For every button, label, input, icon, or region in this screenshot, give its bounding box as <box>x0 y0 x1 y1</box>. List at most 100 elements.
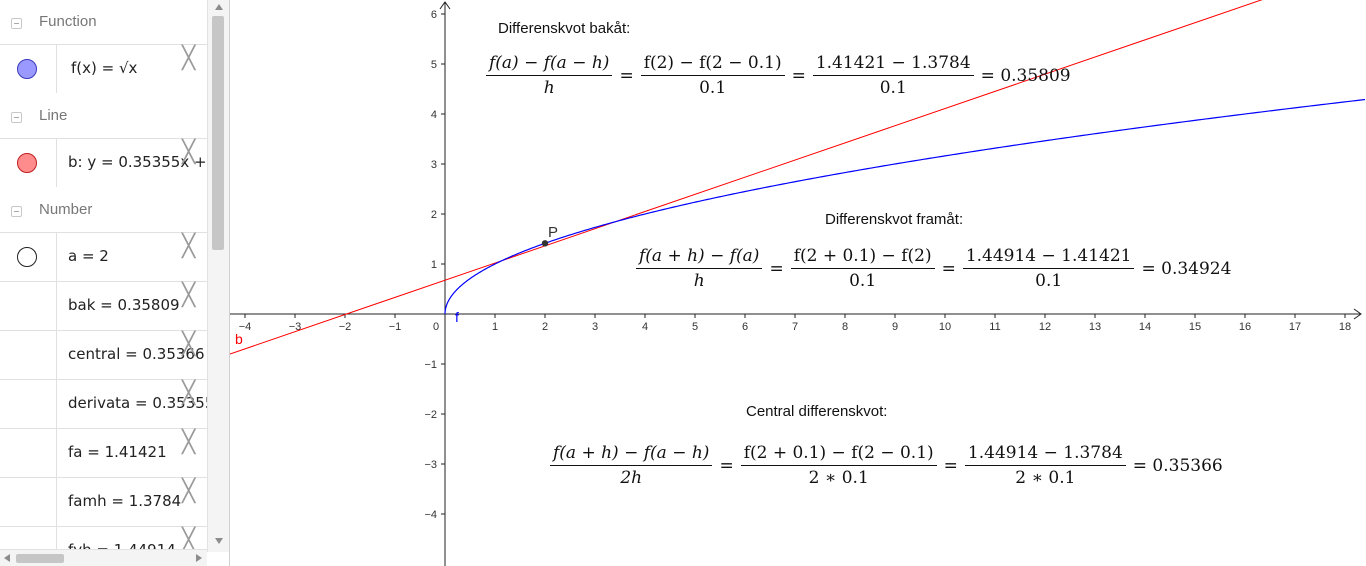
algebra-item-famh[interactable]: famh = 1.3784 ╳ <box>0 477 207 526</box>
x-axis-ticks: −4 −3 −2 −1 0 1 2 3 4 5 6 7 8 9 10 11 12 13 14 15 16 17 18 <box>239 314 1351 333</box>
point-p-label: P <box>548 224 558 241</box>
heading-central: Central differenskvot: <box>746 403 888 420</box>
delete-icon[interactable]: ╳ <box>182 283 196 308</box>
visibility-marble-icon[interactable] <box>17 153 37 173</box>
section-title: Function <box>39 13 97 30</box>
function-curve-f[interactable] <box>444 98 1366 314</box>
numerator: f(a + h) − f(a) <box>636 246 763 269</box>
collapse-icon[interactable] <box>11 18 22 29</box>
section-header-number[interactable]: Number <box>0 188 207 234</box>
y-axis-arrow-icon <box>439 1 451 10</box>
algebra-expression[interactable]: f(x) = √x <box>71 59 138 77</box>
y-tick-label: 6 <box>431 9 437 21</box>
fraction: f(2 + 0.1) − f(2) 0.1 <box>790 246 935 291</box>
y-tick-label: 2 <box>431 209 437 221</box>
algebra-expression[interactable]: derivata = 0.35355 <box>68 394 215 412</box>
marble-cell <box>0 45 57 93</box>
scroll-left-icon[interactable] <box>4 554 10 562</box>
delete-icon[interactable]: ╳ <box>182 528 196 553</box>
collapse-icon[interactable] <box>11 112 22 123</box>
algebra-expression[interactable]: fa = 1.41421 <box>68 443 167 461</box>
fraction: f(a + h) − f(a − h) 2h <box>550 443 713 488</box>
y-tick-label: −1 <box>424 359 437 371</box>
point-p[interactable] <box>541 240 549 247</box>
heading-forward: Differenskvot framåt: <box>825 211 964 228</box>
fraction: 1.44914 − 1.41421 0.1 <box>962 246 1135 291</box>
algebra-expression[interactable]: bak = 0.35809 <box>68 296 180 314</box>
denominator: 0.1 <box>879 78 907 98</box>
algebra-item-fa[interactable]: fa = 1.41421 ╳ <box>0 428 207 477</box>
delete-icon[interactable]: ╳ <box>182 332 196 357</box>
result-value: = 0.35809 <box>980 65 1071 86</box>
delete-icon[interactable]: ╳ <box>182 46 196 71</box>
visibility-marble-icon[interactable] <box>17 59 37 79</box>
algebra-item-bak[interactable]: bak = 0.35809 ╳ <box>0 281 207 330</box>
scroll-right-icon[interactable] <box>196 554 202 562</box>
equals-sign: = <box>719 455 734 476</box>
algebra-expression[interactable]: a = 2 <box>68 247 109 265</box>
denominator: 0.1 <box>699 78 727 98</box>
marble-cell <box>0 380 57 428</box>
algebra-item-a[interactable]: a = 2 ╳ <box>0 232 207 281</box>
scroll-thumb[interactable] <box>16 554 64 563</box>
y-tick-label: −2 <box>424 409 437 421</box>
formula-backward: f(a) − f(a − h) h = f(2) − f(2 − 0.1) 0.… <box>482 53 1074 98</box>
formula-forward: f(a + h) − f(a) h = f(2 + 0.1) − f(2) 0.… <box>632 246 1234 291</box>
algebra-expression[interactable]: b: y = 0.35355x + 0.7 <box>68 153 230 171</box>
denominator: 2 ∗ 0.1 <box>1015 468 1076 488</box>
x-tick-label: 0 <box>433 321 439 333</box>
delete-icon[interactable]: ╳ <box>182 234 196 259</box>
x-tick-label: 13 <box>1089 321 1101 333</box>
denominator: h <box>543 78 555 98</box>
marble-cell <box>0 282 57 330</box>
fraction: 1.41421 − 1.3784 0.1 <box>812 53 974 98</box>
algebra-item-f[interactable]: f(x) = √x ╳ <box>0 44 207 93</box>
scroll-thumb[interactable] <box>212 16 224 250</box>
delete-icon[interactable]: ╳ <box>182 140 196 165</box>
result-value: = 0.35366 <box>1132 455 1223 476</box>
vertical-scrollbar[interactable] <box>207 0 229 552</box>
x-tick-label: 11 <box>989 321 1000 333</box>
marble-cell <box>0 233 57 281</box>
algebra-item-derivata[interactable]: derivata = 0.35355 ╳ <box>0 379 214 428</box>
x-tick-label: 4 <box>642 321 648 333</box>
x-tick-label: 6 <box>742 321 748 333</box>
numerator: 1.44914 − 1.41421 <box>962 246 1135 269</box>
delete-icon[interactable]: ╳ <box>182 381 196 406</box>
denominator: 0.1 <box>849 271 877 291</box>
x-tick-label: 17 <box>1289 321 1301 333</box>
algebra-item-central[interactable]: central = 0.35366 ╳ <box>0 330 207 379</box>
collapse-icon[interactable] <box>11 206 22 217</box>
graph-canvas[interactable]: −4 −3 −2 −1 0 1 2 3 4 5 6 7 8 9 10 11 12 13 14 15 16 17 18 654… <box>230 0 1366 566</box>
line-label-b: b <box>235 331 243 347</box>
delete-icon[interactable]: ╳ <box>182 430 196 455</box>
y-tick-label: −3 <box>424 459 437 471</box>
fraction: f(2) − f(2 − 0.1) 0.1 <box>640 53 785 98</box>
scroll-down-icon[interactable] <box>215 538 223 544</box>
x-tick-label: 14 <box>1139 321 1151 333</box>
marble-cell <box>0 429 57 477</box>
visibility-marble-icon[interactable] <box>17 247 37 267</box>
x-tick-label: −2 <box>339 321 352 333</box>
numerator: f(2 + 0.1) − f(2 − 0.1) <box>740 443 937 466</box>
scroll-up-icon[interactable] <box>215 4 223 10</box>
tangent-line-b[interactable] <box>230 0 1366 355</box>
fraction: f(a) − f(a − h) h <box>486 53 613 98</box>
horizontal-scrollbar[interactable] <box>0 549 207 566</box>
numerator: 1.41421 − 1.3784 <box>812 53 974 76</box>
x-tick-label: 3 <box>592 321 598 333</box>
fraction: f(a + h) − f(a) h <box>636 246 763 291</box>
algebra-item-b[interactable]: b: y = 0.35355x + 0.7 ╳ <box>0 138 229 187</box>
equals-sign: = <box>769 258 784 279</box>
equals-sign: = <box>619 65 634 86</box>
delete-icon[interactable]: ╳ <box>182 479 196 504</box>
x-tick-label: 12 <box>1039 321 1051 333</box>
result-value: = 0.34924 <box>1141 258 1232 279</box>
section-header-function[interactable]: Function <box>0 0 207 46</box>
section-header-line[interactable]: Line <box>0 94 207 140</box>
algebra-expression[interactable]: famh = 1.3784 <box>68 492 182 510</box>
algebra-expression[interactable]: central = 0.35366 <box>68 345 205 363</box>
equals-sign: = <box>791 65 806 86</box>
marble-cell <box>0 139 57 187</box>
